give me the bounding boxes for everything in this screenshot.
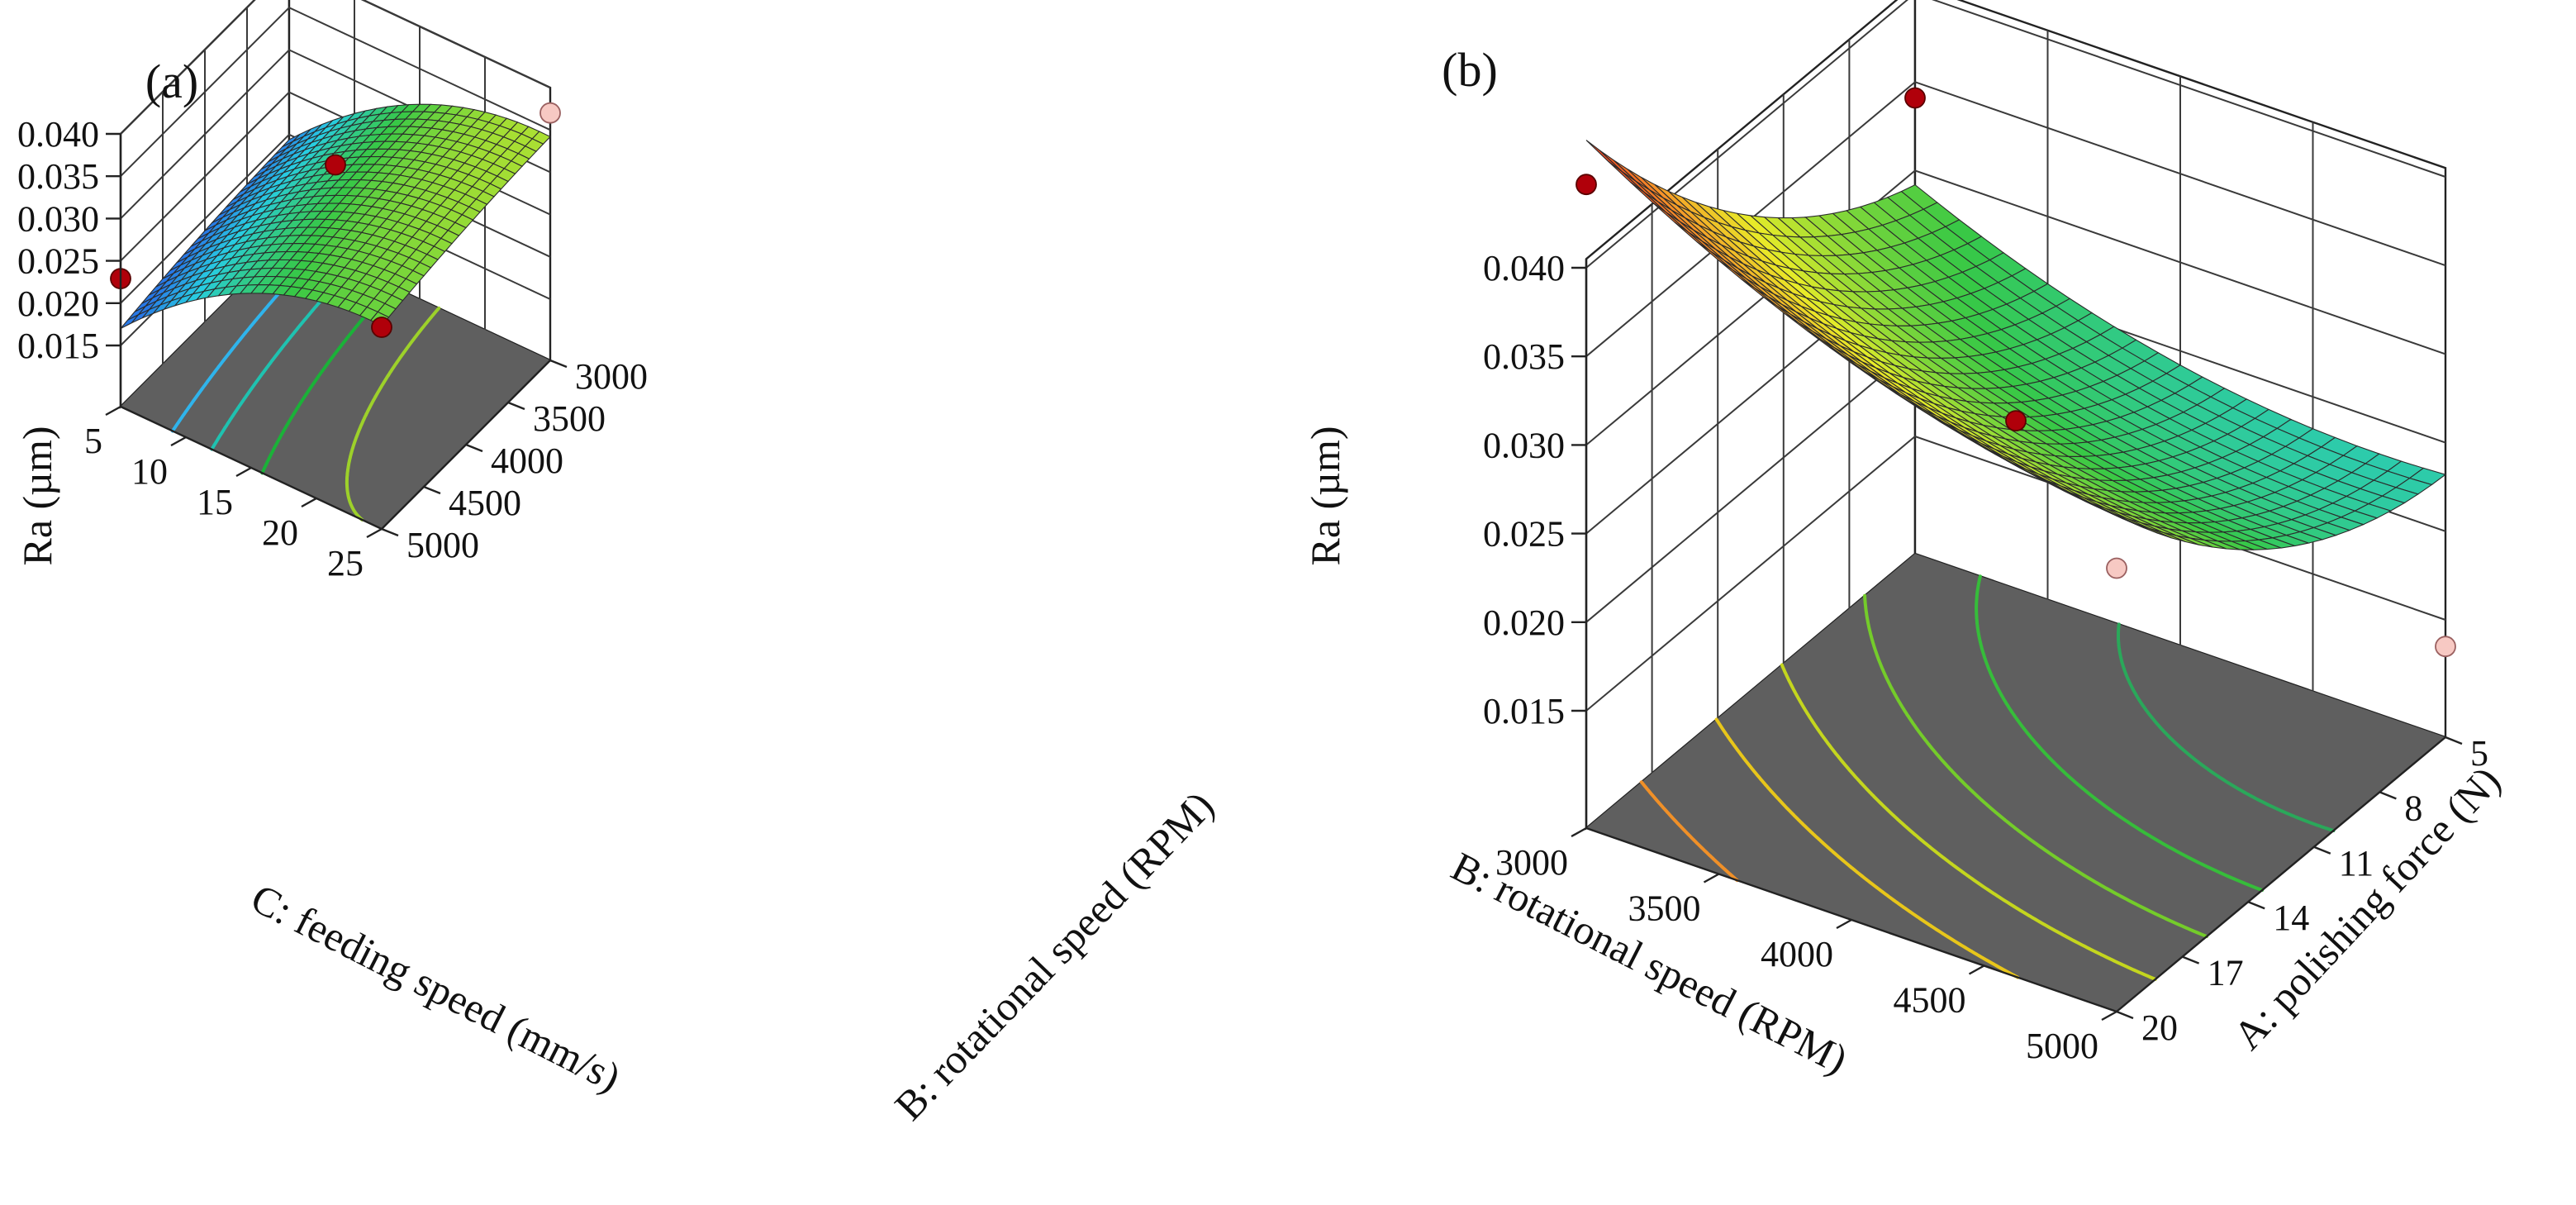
design-point [325,154,346,176]
x-tick-label: 25 [327,543,364,583]
contour-line [1780,663,2157,981]
y-tick-label: 3000 [575,356,648,397]
y-tick-label: 4000 [491,441,563,481]
x-tick-label: 5000 [2026,1026,2098,1066]
design-point [1576,174,1597,196]
design-point [2435,636,2456,658]
x-tick [1571,826,1587,838]
wall-grid-level [1585,435,2446,712]
y-tick [2247,901,2265,910]
z-tick-label: 0.030 [1483,425,1565,465]
contour-line [1975,574,2265,893]
x-tick [2101,1010,2117,1022]
y-tick-label: 11 [2339,843,2374,884]
design-points [1576,87,2456,658]
x-tick-label: 3500 [1628,888,1701,929]
y-tick-label: 20 [2141,1007,2178,1048]
y-tick [507,401,525,411]
z-axis-title: Ra (µm) [1302,426,1348,565]
design-point [1904,87,1926,109]
y-tick-label: 5 [2470,733,2488,774]
z-tick-label: 0.035 [1483,336,1565,377]
wall-grid-level [120,6,551,177]
x-tick-label: 3000 [1495,842,1568,883]
x-tick-label: 4000 [1761,934,1833,974]
y-axis-title: B: rotational speed (RPM) [886,782,1223,1129]
y-tick [465,443,483,453]
x-tick [301,497,317,508]
surface-mesh [120,103,551,329]
contour-line [345,306,441,522]
z-tick-label: 0.015 [1483,691,1565,731]
x-tick [1703,873,1720,884]
y-tick [423,485,441,495]
x-tick-label: 4500 [1894,980,1966,1021]
floor-plane [1586,554,2445,1012]
z-tick-label: 0.020 [17,283,99,324]
x-tick [235,466,252,478]
design-point [2106,557,2127,579]
x-tick [366,527,383,539]
floor-contours [1639,574,2336,981]
y-tick-label: 5000 [406,525,479,565]
x-axis-title: C: feeding speed (mm/s) [244,874,628,1101]
contour-line [1863,593,2208,939]
x-tick [170,436,187,447]
z-tick-label: 0.030 [17,198,99,239]
contour-line [2117,622,2336,832]
z-tick-label: 0.040 [17,114,99,155]
panel-label: (b) [1442,43,1498,97]
wall-grid-level [1585,169,2446,446]
axis-titles: C: feeding speed (mm/s) B: rotational spe… [14,426,1223,1128]
x-tick [105,405,121,417]
y-tick-label: 4500 [449,483,521,523]
x-tick [1968,964,1985,975]
surface-cell [2094,504,2131,522]
wall-grid-level [1585,81,2446,357]
y-tick-label: 8 [2404,788,2422,828]
surface-cell [1585,140,1623,173]
axis-ticks: 3000 3500 4000 4500 5000 20 17 14 11 8 5 0.015 0.020… [1483,248,2488,1066]
z-tick-label: 0.025 [1483,514,1565,555]
y-tick [2116,1010,2134,1020]
contour-line [1639,780,1739,883]
z-tick-label: 0.015 [17,326,99,366]
y-tick [2182,955,2200,964]
x-tick [1836,918,1852,930]
x-tick-label: 5 [84,421,102,461]
y-tick-label: 14 [2273,898,2309,938]
x-tick-label: 10 [131,451,168,492]
wall-grid-level [120,0,551,135]
y-tick [2379,791,2397,800]
design-point [2005,410,2027,432]
surface-cell [1613,160,1650,191]
design-points [110,102,561,338]
contour-line [1714,717,2020,979]
chart-panel-a: 5 10 15 20 25 5000 4500 4000 3500 3000 0.015 0.020 0… [14,0,1223,1129]
y-tick [549,359,568,369]
y-tick [2445,736,2463,745]
z-tick-label: 0.025 [17,241,99,282]
chart-panel-b: 3000 3500 4000 4500 5000 20 17 14 11 8 5 0.015 0.020… [1288,0,2576,1205]
panel-label: (a) [145,55,198,108]
y-tick-label: 3500 [533,398,606,439]
design-point [539,102,561,124]
y-tick [2313,845,2331,855]
y-axis-line [2116,736,2446,1012]
wall-grid-level [1585,0,2446,269]
z-tick-label: 0.035 [17,156,99,197]
x-tick-label: 15 [197,482,233,522]
z-axis-title: Ra (µm) [14,426,60,565]
y-tick-label: 17 [2208,953,2244,993]
z-tick-label: 0.020 [1483,602,1565,643]
design-point [371,317,392,338]
surface-mesh [1585,140,2447,550]
x-tick-label: 20 [262,512,298,553]
z-tick-label: 0.040 [1483,248,1565,288]
surface-chart-b: 3000 3500 4000 4500 5000 20 17 14 11 8 5 0.015 0.020… [1302,0,2509,1083]
y-tick [381,527,399,537]
